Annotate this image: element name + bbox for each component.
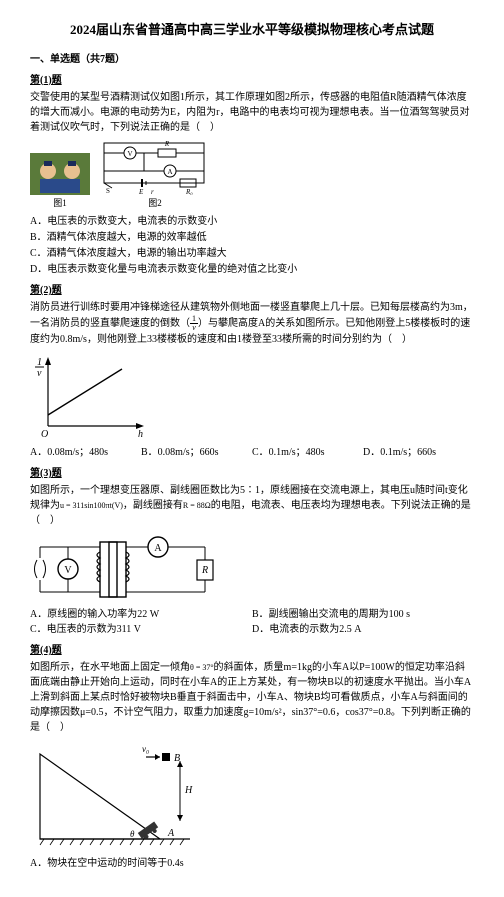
- q3-optD: D．电流表的示数为2.5 A: [252, 622, 474, 637]
- q2-heading: 第(2)题: [30, 283, 474, 298]
- q2-optA: A．0.08m/s；480s: [30, 445, 141, 460]
- q4-body: 如图所示，在水平地面上固定一倾角θ = 37°的斜面体，质量m=1kg的小车A以…: [30, 660, 474, 735]
- q1-figures: 图1 V R A S E r: [30, 139, 474, 211]
- svg-text:v₀: v₀: [142, 744, 149, 754]
- q4-options: A．物块在空中运动的时间等于0.4s: [30, 856, 474, 871]
- q4-theta-expr: θ = 37°: [190, 663, 214, 672]
- svg-text:h: h: [138, 429, 143, 440]
- q3-optC: C．电压表的示数为311 V: [30, 622, 252, 637]
- q2-frac: 1v: [190, 315, 198, 332]
- q2-optD: D．0.1m/s；660s: [363, 445, 474, 460]
- q4-figure: θ A B v₀ H: [30, 739, 474, 854]
- svg-text:H: H: [184, 785, 193, 796]
- q2-optB: B．0.08m/s；660s: [141, 445, 252, 460]
- svg-text:1: 1: [37, 357, 42, 368]
- q2-options: A．0.08m/s；480s B．0.08m/s；660s C．0.1m/s；4…: [30, 445, 474, 460]
- q1-optA: A．电压表的示数变大，电流表的示数变小: [30, 214, 474, 229]
- svg-text:A: A: [167, 168, 172, 176]
- q1-heading: 第(1)题: [30, 73, 474, 88]
- svg-text:V: V: [127, 150, 132, 158]
- q2-optC: C．0.1m/s；480s: [252, 445, 363, 460]
- q1-fig1-caption: 图1: [53, 197, 67, 211]
- q2-frac-den: v: [190, 324, 198, 332]
- q1-optB: B．酒精气体浓度越大，电源的效率越低: [30, 230, 474, 245]
- svg-text:A: A: [154, 543, 162, 554]
- svg-text:O: O: [41, 429, 48, 440]
- q3-r-expr: R = 88Ω: [183, 501, 211, 510]
- svg-text:R: R: [201, 565, 208, 576]
- q4-optA: A．物块在空中运动的时间等于0.4s: [30, 856, 474, 871]
- page-title: 2024届山东省普通高中高三学业水平等级模拟物理核心考点试题: [30, 20, 474, 40]
- q3-body: 如图所示，一个理想变压器原、副线圈匝数比为5∶1，原线圈接在交流电源上，其电压u…: [30, 483, 474, 528]
- q4-body-part1: 如图所示，在水平地面上固定一倾角: [30, 662, 190, 673]
- q1-options: A．电压表的示数变大，电流表的示数变小 B．酒精气体浓度越大，电源的效率越低 C…: [30, 214, 474, 277]
- svg-text:r: r: [151, 188, 154, 195]
- q1-body: 交警使用的某型号酒精测试仪如图1所示，其工作原理如图2所示，传感器的电阻值R随酒…: [30, 90, 474, 135]
- svg-text:B: B: [174, 753, 180, 764]
- svg-text:R₀: R₀: [185, 188, 193, 195]
- q1-optC: C．酒精气体浓度越大，电源的输出功率越大: [30, 246, 474, 261]
- q1-fig1: 图1: [30, 153, 90, 211]
- section-1-heading: 一、单选题（共7题）: [30, 52, 474, 67]
- q2-body: 消防员进行训练时要用冲锋梯途径从建筑物外侧地面一楼竖直攀爬上几十层。已知每层楼高…: [30, 300, 474, 347]
- q3-optA: A．原线圈的输入功率为22 W: [30, 607, 252, 622]
- q3-heading: 第(3)题: [30, 466, 474, 481]
- q3-options: A．原线圈的输入功率为22 W B．副线圈输出交流电的周期为100 s C．电压…: [30, 607, 474, 637]
- q3-body-part2: ，副线圈接有: [123, 500, 183, 511]
- svg-text:E: E: [138, 188, 144, 195]
- q4-heading: 第(4)题: [30, 643, 474, 658]
- svg-text:S: S: [106, 187, 110, 195]
- svg-text:V: V: [64, 565, 72, 576]
- q1-fig2-caption: 图2: [148, 197, 162, 211]
- q3-optB: B．副线圈输出交流电的周期为100 s: [252, 607, 474, 622]
- q3-body-eq: u = 311sin100πt(V): [60, 501, 123, 510]
- svg-text:A: A: [167, 828, 175, 839]
- svg-text:θ: θ: [130, 829, 135, 839]
- q1-fig2: V R A S E r R₀ 图2: [100, 139, 210, 211]
- svg-text:v: v: [37, 368, 42, 379]
- q3-figure: V A R: [30, 532, 474, 607]
- svg-text:R: R: [164, 140, 170, 148]
- q1-optD: D．电压表示数变化量与电流表示数变化量的绝对值之比变小: [30, 262, 474, 277]
- q2-figure: 1 v O h: [30, 351, 474, 441]
